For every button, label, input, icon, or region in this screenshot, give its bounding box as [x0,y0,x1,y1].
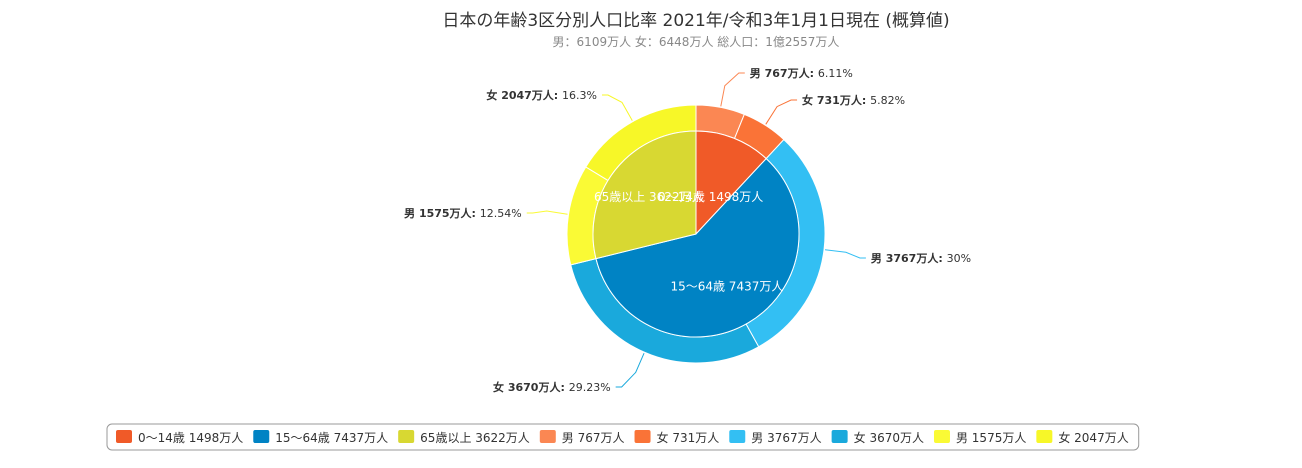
legend-swatch-3 [539,430,556,443]
legend-swatch-6 [831,430,848,443]
outer-slice-label-3: 女 3670万人: 29.23% [493,380,611,394]
connector-line-3 [615,352,645,388]
inner-slice-label-2: 65歳以上 3622万人 [594,190,704,204]
outer-slice-label-4: 男 1575万人: 12.54% [404,206,522,220]
outer-slice-label-1: 女 731万人: 5.82% [802,93,905,107]
legend-swatch-1 [253,430,270,443]
legend-swatch-2 [398,430,415,443]
inner-labels: 0〜14歳 1498万人 15〜64歳 7437万人 65歳以上 3622万人 [594,190,783,294]
legend-swatch-0 [116,430,132,443]
legend-swatch-5 [729,430,746,443]
inner-slice-0[interactable] [695,130,767,236]
chart-subtitle: 男：6109万人 女：6448万人 総人口：1億2557万人 [553,34,840,49]
legend-item-5[interactable]: 男 3767万人 [751,431,821,445]
outer-labels: 男 767万人: 6.11% 女 731万人: 5.82% 男 3767万人: 30… [404,66,971,394]
inner-slice-label-1: 15〜64歳 7437万人 [670,280,783,294]
outer-ring [566,104,826,364]
outer-slice-label-2: 男 3767万人: 30% [871,251,971,265]
chart-title: 日本の年齢3区分別人口比率 2021年/令和3年1月1日現在 (概算値) [442,11,949,31]
legend: 0〜14歳 1498万人 15〜64歳 7437万人 65歳以上 3622万人 男 7… [106,423,1140,451]
legend-swatch-4 [634,430,651,443]
legend-item-4[interactable]: 女 731万人 [657,430,720,445]
legend-item-6[interactable]: 女 3670万人 [854,430,924,445]
legend-item-2[interactable]: 65歳以上 3622万人 [420,431,530,445]
connector-line-1 [765,99,798,125]
legend-swatch-8 [1036,430,1053,443]
inner-slice-label-0: 0〜14歳 1498万人 [658,190,763,204]
legend-item-1[interactable]: 15〜64歳 7437万人 [275,431,388,445]
connector-line-5 [602,94,633,121]
connector-line-0 [720,72,745,107]
inner-slice-2[interactable] [592,130,697,260]
legend-item-7[interactable]: 男 1575万人 [956,431,1026,445]
outer-slice-label-5: 女 2047万人: 16.3% [486,88,597,102]
inner-slice-1[interactable] [595,157,800,338]
connector-line-4 [526,210,568,215]
legend-item-3[interactable]: 男 767万人 [562,431,625,445]
inner-ring [592,130,800,338]
legend-item-8[interactable]: 女 2047万人 [1058,430,1128,445]
legend-item-0[interactable]: 0〜14歳 1498万人 [138,431,243,445]
legend-frame [106,423,1140,451]
legend-swatch-7 [933,430,950,443]
outer-slice-label-0: 男 767万人: 6.11% [750,66,853,80]
connector-line-2 [824,249,866,259]
